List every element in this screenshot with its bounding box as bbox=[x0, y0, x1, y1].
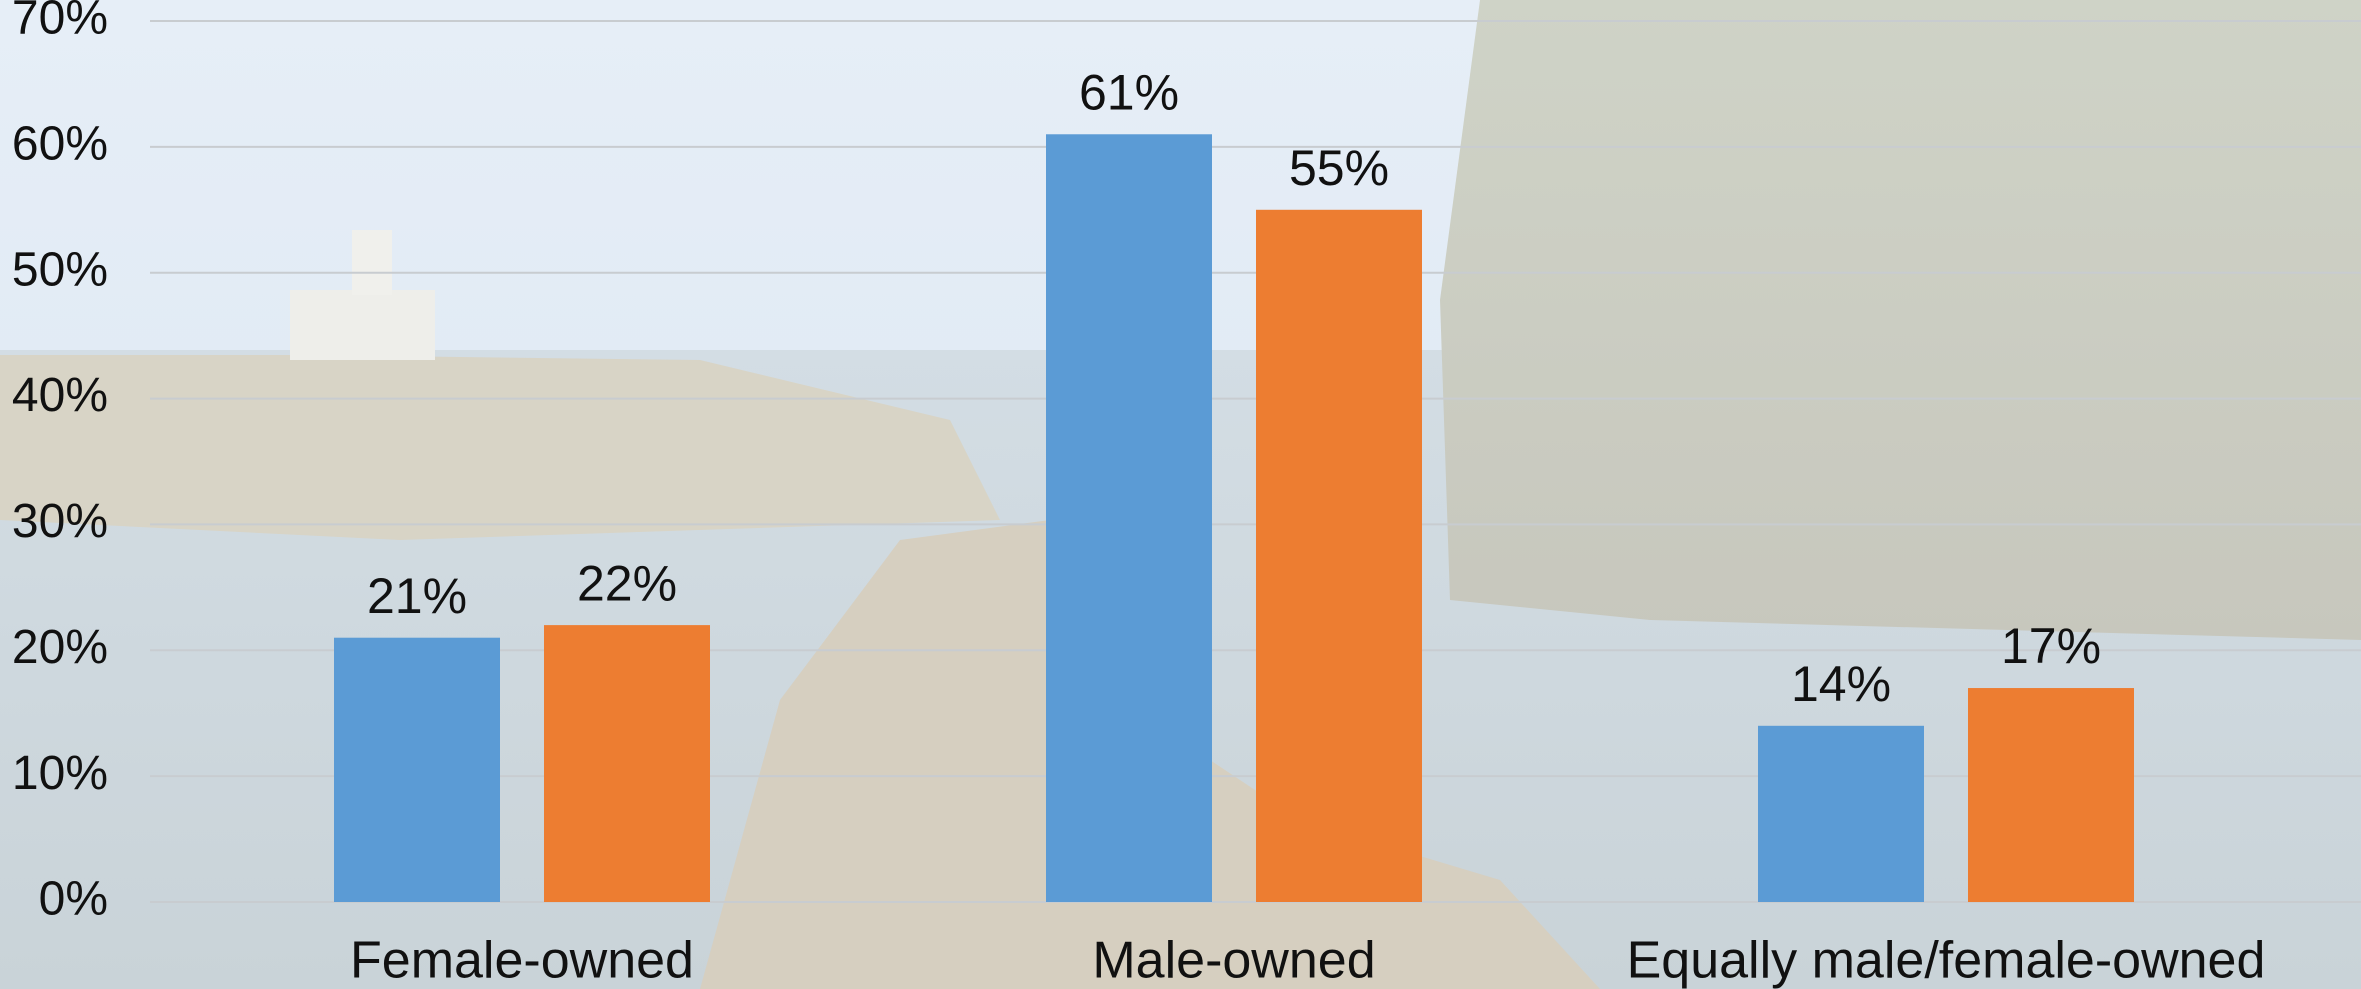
x-tick-label: Female-owned bbox=[350, 932, 694, 989]
y-tick-label: 20% bbox=[12, 621, 108, 674]
value-label: 61% bbox=[1079, 64, 1179, 120]
y-tick-label: 10% bbox=[12, 747, 108, 800]
value-label: 17% bbox=[2001, 618, 2101, 674]
x-tick-label: Equally male/female-owned bbox=[1627, 932, 2266, 989]
x-tick-label: Male-owned bbox=[1092, 932, 1375, 989]
y-tick-label: 70% bbox=[12, 0, 108, 45]
y-tick-label: 50% bbox=[12, 243, 108, 296]
y-tick-label: 60% bbox=[12, 118, 108, 171]
y-tick-label: 0% bbox=[39, 873, 108, 926]
y-tick-label: 30% bbox=[12, 495, 108, 548]
value-label: 21% bbox=[367, 568, 467, 624]
bar bbox=[1758, 725, 1924, 902]
bar bbox=[1968, 688, 2134, 902]
bar bbox=[544, 625, 710, 902]
value-label: 14% bbox=[1791, 656, 1891, 712]
value-label: 22% bbox=[577, 555, 677, 611]
axes: 0% 10% 20% 30% 40% 50% 60% 70% Female-owned 21% 22… bbox=[12, 0, 2361, 989]
bar bbox=[334, 637, 500, 902]
bar bbox=[1046, 134, 1212, 902]
bar bbox=[1256, 209, 1422, 903]
y-tick-label: 40% bbox=[12, 369, 108, 422]
value-label: 55% bbox=[1289, 140, 1389, 196]
